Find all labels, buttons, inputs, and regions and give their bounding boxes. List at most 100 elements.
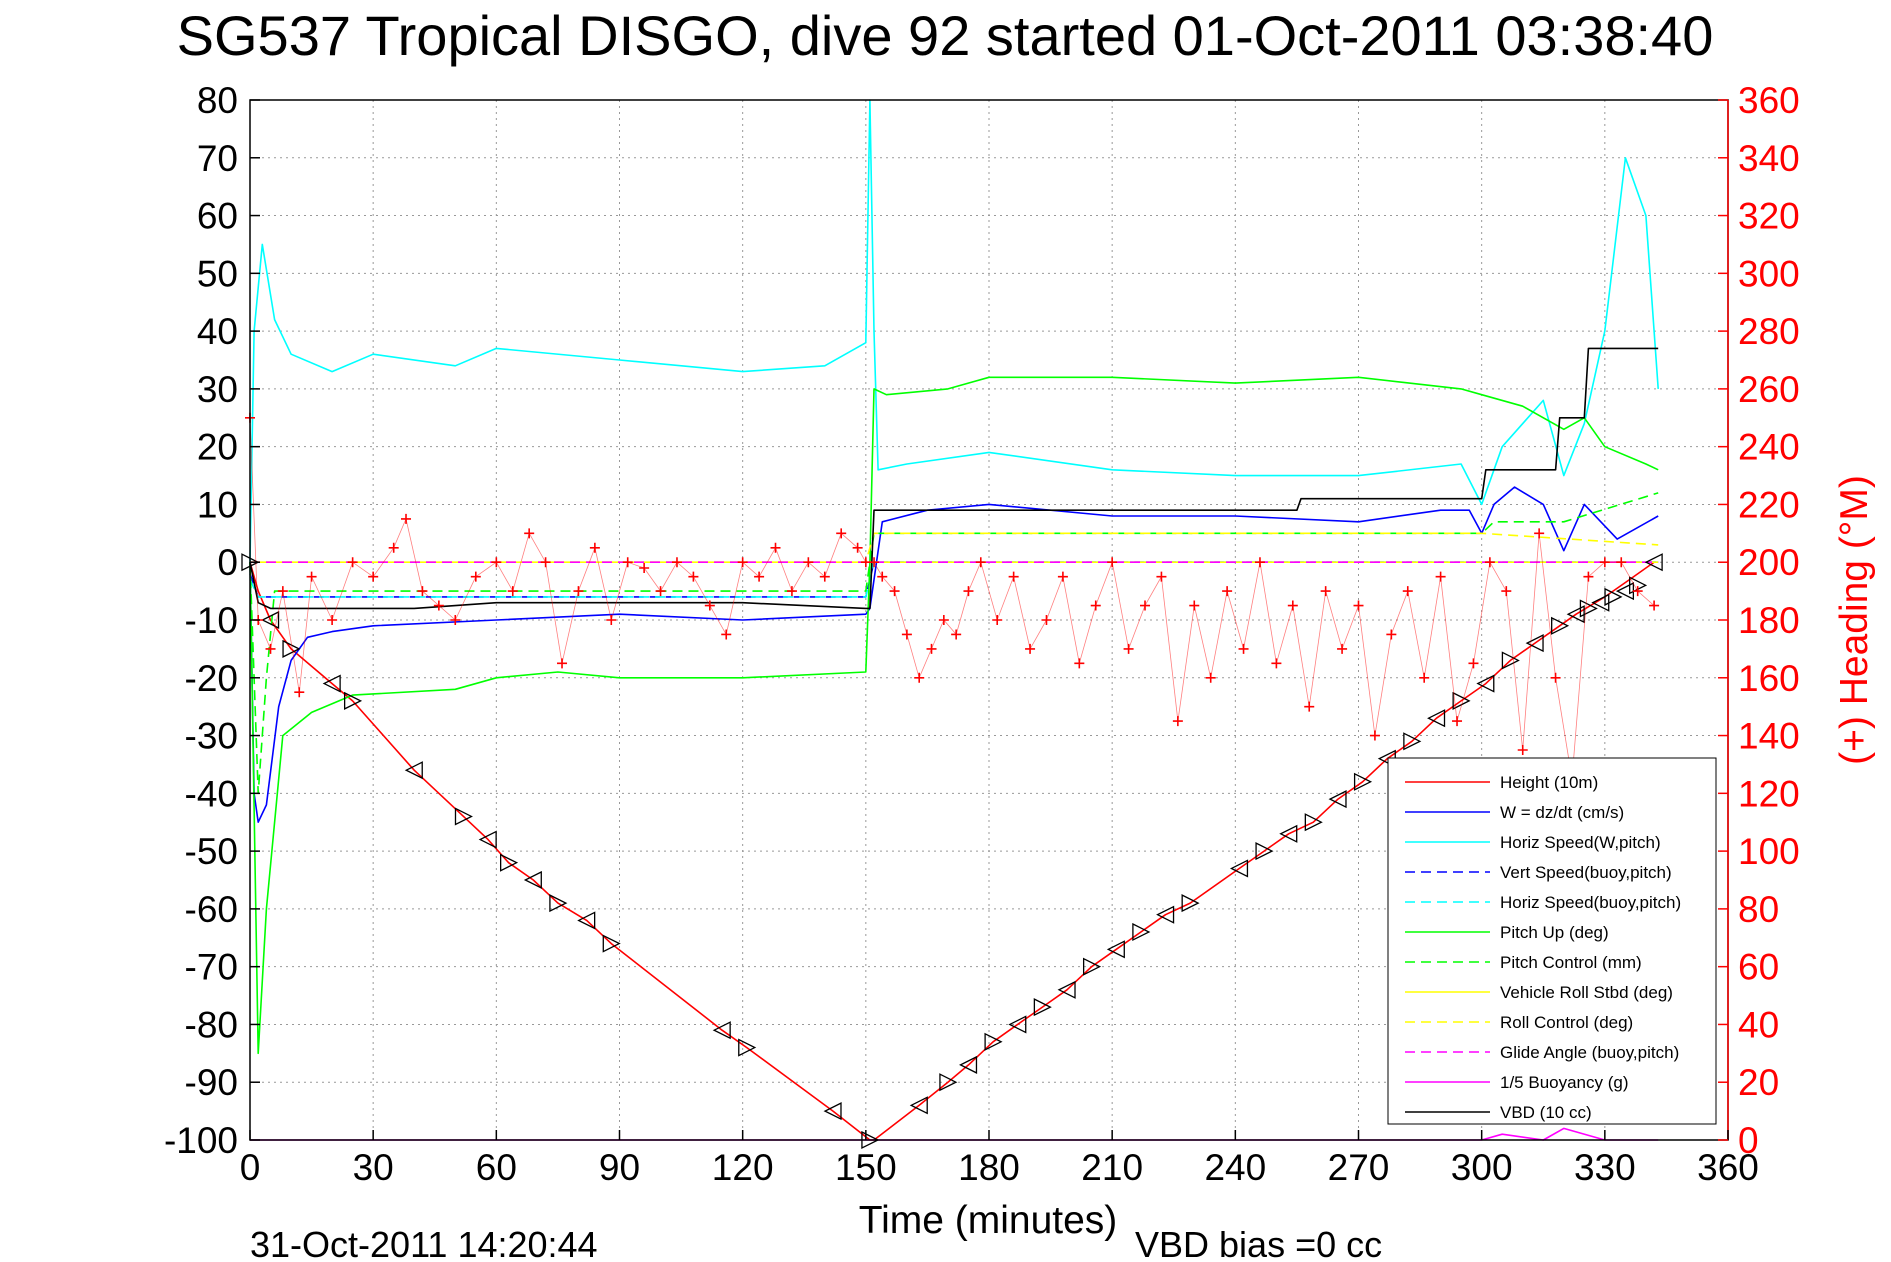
dive-marker-39 bbox=[1476, 674, 1495, 693]
x-tick-label-9: 270 bbox=[1328, 1147, 1390, 1188]
heading-point-81 bbox=[1517, 745, 1528, 755]
heading-point-7 bbox=[347, 557, 358, 568]
heading-point-72 bbox=[1369, 730, 1380, 741]
y-right-tick-label-17: 20 bbox=[1738, 1062, 1779, 1103]
dive-marker-13 bbox=[712, 1021, 731, 1040]
heading-point-61 bbox=[1189, 600, 1200, 611]
heading-point-67 bbox=[1287, 600, 1298, 611]
dive-marker-15 bbox=[823, 1102, 842, 1121]
heading-point-82 bbox=[1534, 528, 1545, 539]
heading-point-85 bbox=[1583, 571, 1594, 582]
heading-point-25 bbox=[655, 586, 666, 597]
dive-marker-33 bbox=[1328, 790, 1347, 809]
heading-point-68 bbox=[1304, 701, 1315, 712]
x-tick-label-2: 60 bbox=[476, 1147, 517, 1188]
heading-point-13 bbox=[450, 615, 461, 625]
y-tick-label-5: 30 bbox=[197, 369, 238, 410]
y-right-tick-label-7: 220 bbox=[1738, 484, 1800, 525]
y-tick-label-12: -40 bbox=[185, 773, 238, 814]
heading-point-45 bbox=[938, 615, 949, 625]
heading-point-44 bbox=[926, 643, 937, 654]
y-right-tick-label-10: 160 bbox=[1738, 658, 1800, 699]
heading-point-35 bbox=[819, 571, 830, 582]
y-tick-label-17: -90 bbox=[185, 1062, 238, 1103]
heading-point-32 bbox=[770, 542, 781, 553]
heading-point-62 bbox=[1205, 672, 1216, 683]
footer-vbd-bias: VBD bias =0 cc bbox=[1135, 1224, 1382, 1262]
heading-point-77 bbox=[1452, 716, 1463, 727]
y-tick-label-6: 20 bbox=[197, 427, 238, 468]
series-line-vbd-10-cc bbox=[249, 347, 1659, 610]
heading-point-24 bbox=[639, 563, 650, 573]
y-tick-label-7: 10 bbox=[197, 484, 238, 525]
heading-point-14 bbox=[470, 571, 481, 582]
heading-trace bbox=[249, 417, 1655, 779]
dive-marker-29 bbox=[1229, 859, 1249, 878]
heading-point-2 bbox=[265, 643, 276, 654]
x-tick-label-4: 120 bbox=[712, 1147, 774, 1188]
dive-marker-38 bbox=[1452, 691, 1471, 710]
heading-point-71 bbox=[1353, 600, 1364, 611]
series-line-pitch-control-mm bbox=[249, 492, 1659, 795]
heading-point-79 bbox=[1484, 557, 1495, 568]
heading-point-15 bbox=[491, 557, 502, 568]
y-right-tick-label-9: 180 bbox=[1738, 600, 1800, 641]
y-right-tick-label-8: 200 bbox=[1738, 542, 1800, 583]
heading-point-76 bbox=[1435, 571, 1446, 582]
dive-marker-30 bbox=[1255, 842, 1274, 861]
heading-layer bbox=[245, 412, 1660, 784]
heading-point-34 bbox=[803, 557, 814, 568]
dive-marker-11 bbox=[577, 911, 596, 930]
heading-point-80 bbox=[1501, 586, 1512, 597]
dive-marker-14 bbox=[738, 1038, 757, 1057]
dive-marker-3 bbox=[322, 674, 341, 693]
heading-point-66 bbox=[1271, 658, 1282, 669]
heading-point-88 bbox=[1632, 586, 1643, 597]
y-right-tick-label-3: 300 bbox=[1738, 253, 1800, 294]
heading-point-52 bbox=[1041, 615, 1052, 625]
dive-marker-44 bbox=[1579, 599, 1598, 618]
heading-point-78 bbox=[1468, 658, 1479, 669]
dive-marker-24 bbox=[1082, 957, 1102, 976]
y-tick-label-0: 80 bbox=[197, 80, 238, 121]
y-right-tick-label-5: 260 bbox=[1738, 369, 1800, 410]
heading-point-89 bbox=[1649, 600, 1660, 611]
series-line-pitch-up-deg bbox=[249, 376, 1659, 1055]
y-axis-label-right: (+) Heading (°M) bbox=[1833, 475, 1876, 765]
dive-marker-25 bbox=[1106, 940, 1125, 959]
heading-point-6 bbox=[327, 615, 338, 625]
series-line-w-dz-dt-cm-s bbox=[249, 486, 1659, 824]
legend-label-vbd-10-cc: VBD (10 cc) bbox=[1500, 1103, 1592, 1122]
y-tick-label-1: 70 bbox=[197, 138, 238, 179]
legend-label-w-dz-dt-cm-s: W = dz/dt (cm/s) bbox=[1500, 803, 1624, 822]
dive-marker-36 bbox=[1403, 732, 1422, 751]
heading-point-50 bbox=[1008, 571, 1019, 582]
x-tick-label-3: 90 bbox=[599, 1147, 640, 1188]
legend-label-horiz-speed-buoy-pitch: Horiz Speed(buoy,pitch) bbox=[1500, 893, 1681, 912]
heading-point-83 bbox=[1550, 672, 1561, 683]
y-tick-label-13: -50 bbox=[185, 831, 238, 872]
marker-layer bbox=[241, 553, 1663, 1150]
dive-marker-5 bbox=[404, 761, 423, 780]
heading-point-59 bbox=[1156, 571, 1167, 582]
y-tick-label-18: -100 bbox=[164, 1120, 238, 1161]
dive-marker-7 bbox=[478, 830, 497, 849]
dive-marker-2 bbox=[282, 639, 301, 658]
legend-label-vert-speed-buoy-pitch: Vert Speed(buoy,pitch) bbox=[1500, 863, 1672, 882]
x-tick-label-0: 0 bbox=[240, 1147, 261, 1188]
dive-marker-41 bbox=[1525, 634, 1544, 653]
heading-point-74 bbox=[1402, 586, 1413, 597]
x-tick-label-10: 300 bbox=[1451, 1147, 1513, 1188]
y-right-tick-label-4: 280 bbox=[1738, 311, 1800, 352]
dive-marker-42 bbox=[1551, 616, 1570, 635]
heading-point-54 bbox=[1074, 658, 1085, 669]
heading-point-18 bbox=[540, 557, 551, 568]
heading-point-57 bbox=[1123, 643, 1134, 654]
dive-marker-21 bbox=[1008, 1015, 1027, 1034]
heading-point-19 bbox=[557, 658, 568, 669]
heading-point-22 bbox=[606, 615, 617, 625]
heading-point-27 bbox=[688, 571, 699, 582]
x-tick-label-8: 240 bbox=[1204, 1147, 1266, 1188]
heading-point-23 bbox=[622, 557, 633, 568]
